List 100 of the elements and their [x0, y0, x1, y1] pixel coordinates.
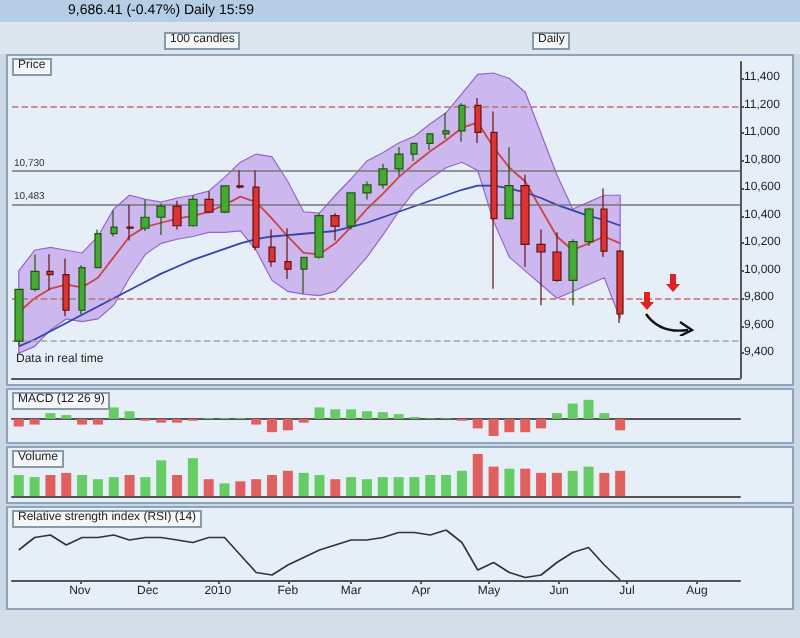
bar: [140, 477, 151, 496]
bar: [330, 409, 341, 419]
bar: [551, 413, 562, 419]
bar: [108, 407, 119, 419]
bar: [536, 472, 547, 496]
candlestick: [78, 264, 86, 316]
bar: [615, 418, 626, 431]
bar: [599, 472, 610, 496]
bar: [203, 479, 214, 496]
candlestick: [504, 146, 514, 220]
bar: [567, 470, 578, 496]
bar: [536, 418, 547, 429]
candlestick: [62, 257, 70, 317]
bar: [425, 475, 436, 496]
candlestick: [172, 200, 182, 231]
bar: [583, 466, 594, 496]
candlestick: [268, 229, 276, 268]
bar: [219, 483, 230, 496]
candlestick: [252, 169, 260, 251]
bar: [346, 477, 357, 496]
bar: [504, 418, 515, 433]
bar: [61, 472, 72, 496]
bar: [393, 477, 404, 496]
bar: [13, 475, 24, 496]
candlestick: [616, 249, 624, 324]
candlestick: [584, 207, 594, 247]
bar: [251, 479, 262, 496]
bar: [472, 418, 483, 429]
candlestick: [600, 187, 608, 258]
bar: [45, 413, 56, 419]
candlestick: [126, 204, 134, 242]
candlestick: [426, 132, 434, 151]
bar: [488, 466, 499, 496]
candlestick: [458, 102, 466, 143]
candlestick: [300, 256, 308, 295]
bar: [567, 403, 578, 419]
bar: [124, 411, 135, 419]
bar: [92, 418, 103, 425]
candlestick: [110, 209, 118, 238]
bar: [409, 477, 420, 496]
bar: [13, 418, 24, 427]
bar: [267, 418, 277, 433]
bar: [29, 418, 40, 425]
bar: [251, 418, 262, 425]
bar: [282, 470, 293, 496]
candlestick: [94, 229, 102, 269]
bar: [520, 418, 531, 433]
bar: [282, 418, 293, 431]
bar: [172, 475, 183, 496]
candlestick: [394, 146, 404, 177]
bar: [330, 479, 341, 496]
bar: [346, 409, 357, 419]
bar: [108, 477, 119, 496]
bar: [551, 472, 562, 496]
bar: [361, 411, 372, 419]
bar: [124, 475, 135, 496]
candlestick: [378, 163, 388, 189]
bar: [235, 481, 246, 496]
bar: [456, 470, 467, 496]
bar: [488, 418, 499, 436]
candlestick: [14, 288, 24, 346]
bar: [599, 413, 610, 419]
bar: [187, 458, 198, 496]
bar: [504, 468, 515, 496]
bar: [92, 479, 103, 496]
candlestick: [314, 212, 324, 260]
bar: [77, 418, 88, 425]
candlestick: [474, 97, 482, 144]
candlestick: [346, 191, 356, 231]
bar: [361, 479, 372, 496]
bar: [377, 477, 388, 496]
bar: [45, 475, 56, 496]
bar: [314, 407, 325, 419]
candlestick: [220, 185, 230, 214]
candlestick: [410, 142, 418, 162]
candlestick: [520, 174, 530, 268]
bar: [29, 477, 40, 496]
candlestick: [156, 202, 166, 236]
candlestick: [568, 238, 578, 306]
candlestick: [204, 190, 214, 214]
bar: [77, 475, 88, 496]
candlestick: [140, 198, 150, 232]
bar: [583, 399, 594, 419]
candlestick: [442, 112, 450, 140]
candlestick: [284, 227, 292, 280]
bar: [520, 468, 531, 496]
bar: [267, 475, 277, 496]
line-series: [17, 184, 622, 348]
candlestick: [188, 194, 198, 228]
candlestick: [362, 180, 372, 200]
candlestick: [536, 229, 546, 306]
candlestick: [236, 169, 244, 189]
candlestick: [30, 253, 40, 293]
bar: [377, 412, 388, 419]
bar: [615, 470, 626, 496]
bar: [156, 460, 167, 496]
bar: [314, 475, 325, 496]
bar: [441, 475, 452, 496]
bar: [298, 472, 309, 496]
bar: [472, 454, 483, 496]
